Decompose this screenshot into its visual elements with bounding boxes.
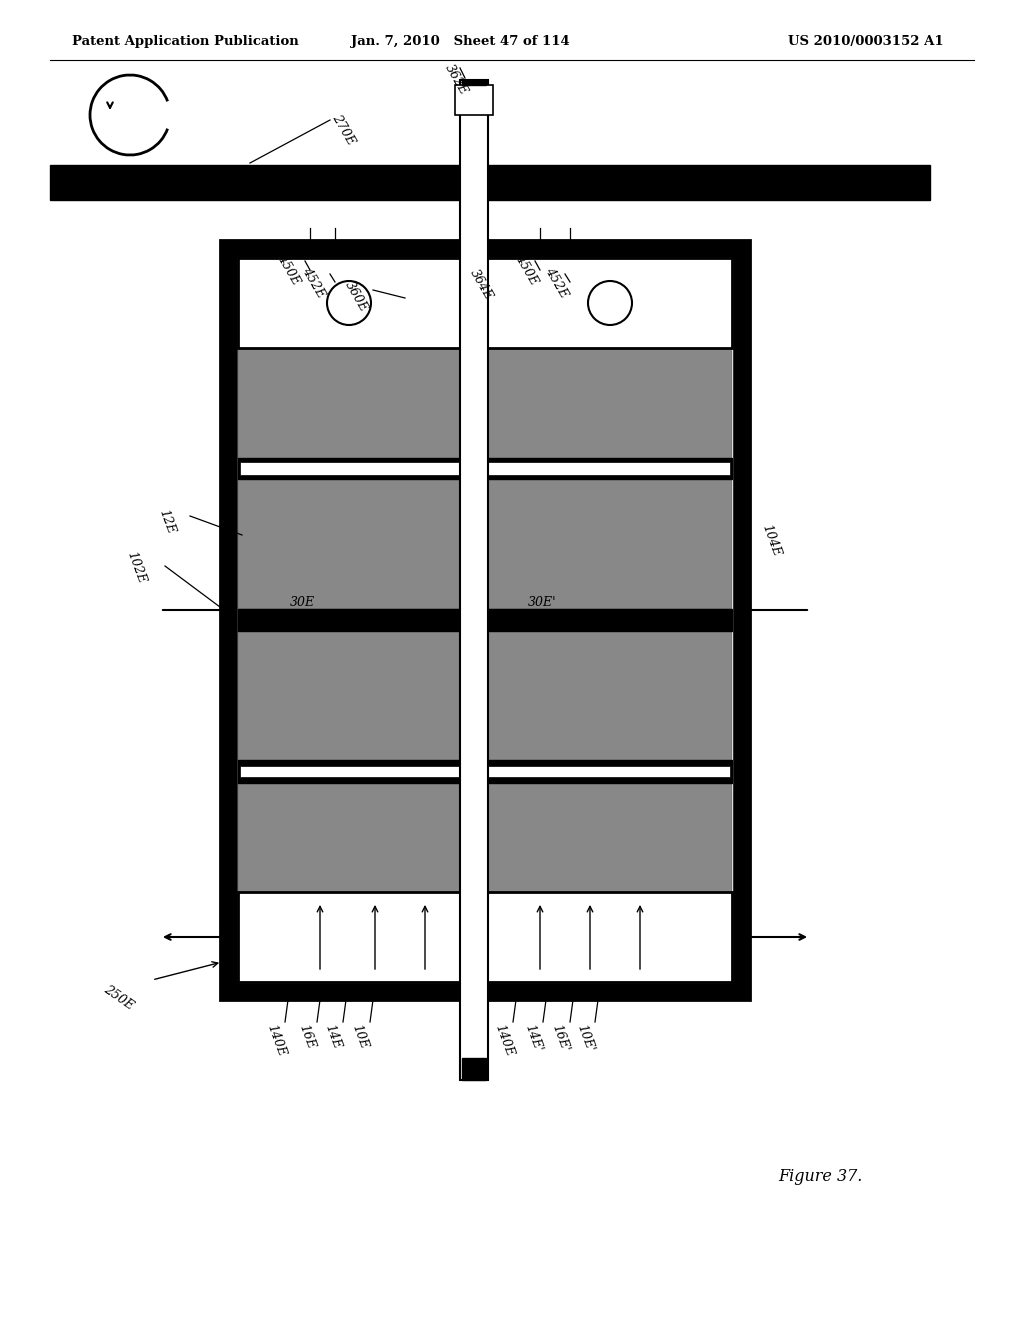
Text: 362E: 362E — [442, 62, 470, 96]
Bar — [238, 257, 732, 982]
Text: 10E': 10E' — [573, 1023, 596, 1053]
Bar — [50, 165, 930, 201]
Text: 14E': 14E' — [522, 1023, 544, 1053]
Bar — [238, 631, 732, 892]
Bar — [462, 81, 486, 84]
Text: 140E: 140E — [492, 1023, 515, 1059]
Text: 104E: 104E — [759, 523, 782, 558]
Text: 16E: 16E — [296, 1023, 316, 1051]
Text: 16E': 16E' — [549, 1023, 570, 1053]
Bar — [238, 760, 732, 783]
Text: 450E: 450E — [512, 252, 541, 286]
Text: 30E: 30E — [290, 595, 315, 609]
Text: Jan. 7, 2010   Sheet 47 of 114: Jan. 7, 2010 Sheet 47 of 114 — [351, 36, 570, 48]
Bar — [238, 348, 732, 609]
Text: Patent Application Publication: Patent Application Publication — [72, 36, 299, 48]
Text: 364E: 364E — [467, 267, 496, 302]
Text: 12E: 12E — [156, 508, 177, 536]
Circle shape — [327, 281, 371, 325]
Text: 452E: 452E — [543, 265, 570, 300]
Bar — [238, 892, 732, 982]
Circle shape — [588, 281, 632, 325]
Bar — [460, 81, 488, 1080]
Bar — [240, 462, 730, 474]
Text: Figure 37.: Figure 37. — [778, 1168, 862, 1185]
Text: 14E: 14E — [322, 1023, 343, 1051]
Text: 30E': 30E' — [528, 595, 556, 609]
Text: 360E: 360E — [342, 279, 371, 314]
Text: US 2010/0003152 A1: US 2010/0003152 A1 — [788, 36, 944, 48]
Text: 102E: 102E — [124, 549, 147, 585]
Bar — [238, 609, 732, 631]
Bar — [455, 84, 493, 115]
Text: 452E: 452E — [299, 265, 328, 300]
Text: 140E: 140E — [264, 1023, 288, 1059]
Text: 250E: 250E — [101, 982, 136, 1012]
Bar — [238, 257, 732, 348]
Bar — [462, 1059, 486, 1080]
Text: 270E: 270E — [330, 112, 357, 147]
Bar — [238, 458, 732, 479]
Text: 10E: 10E — [349, 1023, 370, 1051]
Bar — [220, 240, 750, 1001]
Text: 450E: 450E — [274, 252, 302, 286]
Bar — [240, 766, 730, 777]
